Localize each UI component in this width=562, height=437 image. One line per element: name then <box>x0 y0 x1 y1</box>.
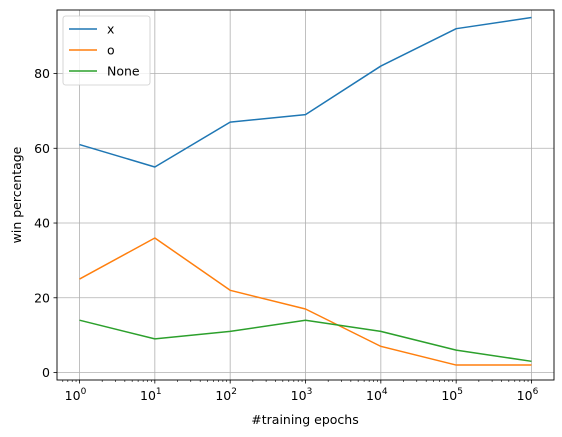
series-line-1 <box>79 237 532 366</box>
legend-label: o <box>107 43 115 58</box>
y-tick-label: 40 <box>34 216 50 231</box>
series-lines <box>79 16 532 366</box>
series-line-0 <box>79 16 532 168</box>
legend-label: None <box>107 64 140 79</box>
x-tick-label: 102 <box>215 387 237 403</box>
y-tick-label: 60 <box>34 141 50 156</box>
y-tick-label: 80 <box>34 66 50 81</box>
y-axis-label: win percentage <box>9 146 24 243</box>
legend: xo None <box>62 15 151 86</box>
legend-box <box>62 15 151 86</box>
x-tick-label: 103 <box>291 387 313 403</box>
x-tick-label: 106 <box>517 387 539 403</box>
x-tick-label: 101 <box>140 387 162 403</box>
x-tick-label: 100 <box>65 387 87 403</box>
legend-label: x <box>107 22 114 37</box>
y-axis-ticks: 0 20 40 60 80 <box>34 66 57 380</box>
y-tick-label: 20 <box>34 290 50 305</box>
series-line-2 <box>79 319 532 363</box>
y-tick-label: 0 <box>42 365 50 380</box>
x-axis-ticks: 100 101 102 103 104 105 106 <box>62 380 539 403</box>
x-axis-label: #training epochs <box>251 412 358 427</box>
x-tick-label: 105 <box>441 387 463 403</box>
x-tick-label: 104 <box>366 387 388 403</box>
